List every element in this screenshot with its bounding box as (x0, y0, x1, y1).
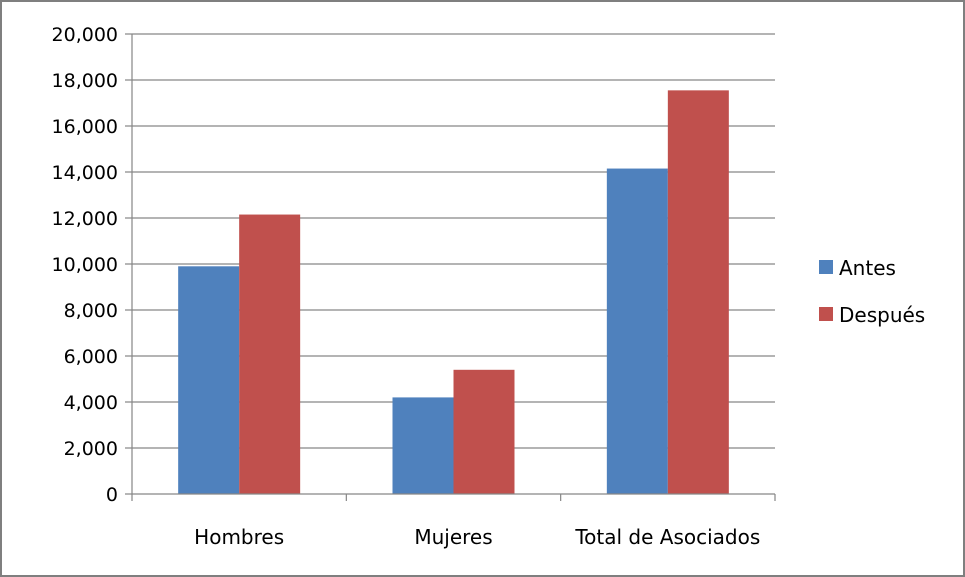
bars (178, 90, 729, 495)
y-tick-label: 20,000 (52, 24, 118, 46)
x-category-label: Total de Asociados (574, 525, 760, 549)
y-tick-label: 2,000 (64, 438, 118, 460)
bar-antes (178, 266, 240, 494)
bar-despu-s (667, 90, 729, 494)
legend: Antes Después (819, 256, 925, 327)
x-category-label: Mujeres (414, 525, 492, 549)
y-tick-labels: 0 2,000 4,000 6,000 8,000 10,000 12,000 14,000 1… (52, 24, 118, 506)
bar-antes (606, 168, 668, 495)
x-category-label: Hombres (194, 525, 284, 549)
y-tick-label: 0 (106, 484, 118, 506)
bar-despu-s (453, 369, 515, 494)
bar-antes (392, 397, 454, 494)
y-tick-label: 4,000 (64, 392, 118, 414)
bar-despu-s (239, 214, 301, 495)
axes (125, 33, 776, 501)
legend-label: Después (839, 303, 925, 327)
y-tick-label: 10,000 (52, 254, 118, 276)
y-tick-label: 6,000 (64, 346, 118, 368)
y-tick-label: 18,000 (52, 70, 118, 92)
legend-label: Antes (839, 256, 896, 280)
y-tick-label: 12,000 (52, 208, 118, 230)
legend-swatch (819, 260, 833, 274)
y-tick-label: 8,000 (64, 300, 118, 322)
y-tick-label: 14,000 (52, 162, 118, 184)
y-tick-label: 16,000 (52, 116, 118, 138)
legend-swatch (819, 307, 833, 321)
category-labels: Hombres Mujeres Total de Asociados (194, 525, 760, 549)
